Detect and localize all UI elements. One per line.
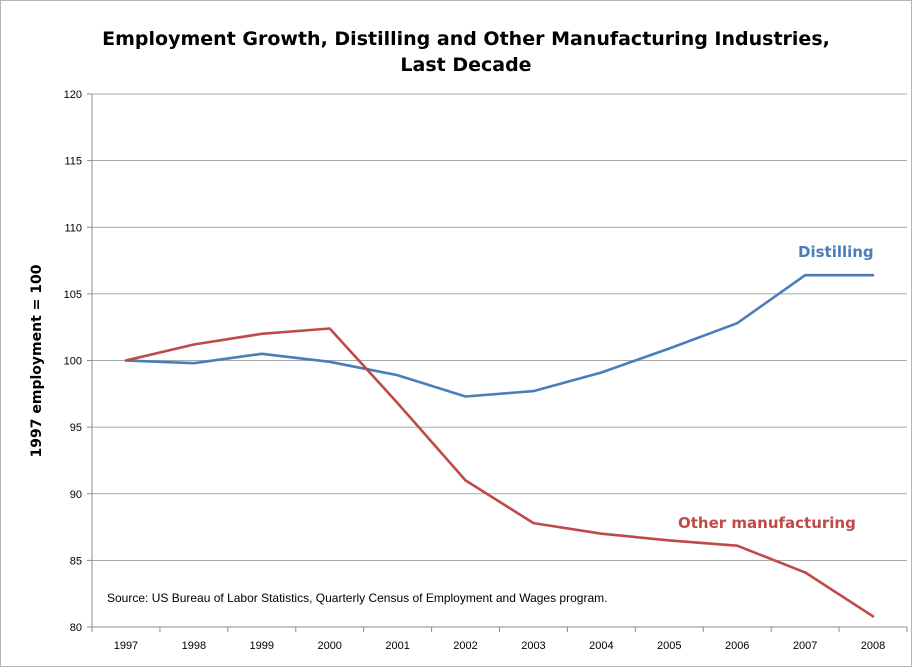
x-tick-label: 1998 <box>182 640 206 652</box>
data-point-other-manufacturing <box>532 521 535 525</box>
y-tick-label: 120 <box>64 89 82 101</box>
y-tick-label: 85 <box>70 555 82 567</box>
x-tick-label: 2006 <box>725 640 749 652</box>
series-label-distilling: Distilling <box>798 243 874 261</box>
data-point-distilling <box>464 395 467 398</box>
series-line-other-manufacturing <box>124 327 875 618</box>
data-point-other-manufacturing <box>871 615 875 618</box>
data-point-other-manufacturing <box>124 359 128 362</box>
y-tick-label: 115 <box>64 156 82 168</box>
series-line-distilling <box>124 273 875 398</box>
data-point-other-manufacturing <box>736 544 739 547</box>
y-tick-label: 80 <box>70 622 82 634</box>
data-point-other-manufacturing <box>600 532 603 535</box>
x-tick-label: 2004 <box>589 640 613 652</box>
chart-title-line-2: Last Decade <box>400 54 531 76</box>
data-point-other-manufacturing <box>192 343 196 346</box>
y-tick-label: 110 <box>64 222 82 234</box>
x-tick-label: 2001 <box>385 640 409 652</box>
data-point-distilling <box>532 389 535 393</box>
x-tick-label: 2005 <box>657 640 681 652</box>
x-tick-label: 2002 <box>453 640 477 652</box>
series-label-other-manufacturing: Other manufacturing <box>678 514 856 532</box>
x-tick-label: 1999 <box>250 640 274 652</box>
x-tick-label: 2000 <box>317 640 341 652</box>
y-tick-label: 95 <box>70 422 82 434</box>
x-tick-label: 2007 <box>793 640 817 652</box>
data-point-distilling <box>668 347 671 350</box>
chart-title-line-1: Employment Growth, Distilling and Other … <box>102 28 830 50</box>
data-point-other-manufacturing <box>396 401 399 405</box>
y-tick-label: 105 <box>64 289 82 301</box>
data-point-distilling <box>871 274 875 277</box>
text-layer: Employment Growth, Distilling and Other … <box>29 28 874 605</box>
source-annotation: Source: US Bureau of Labor Statistics, Q… <box>107 591 607 605</box>
data-point-distilling <box>600 371 603 374</box>
y-tick-label: 90 <box>70 489 82 501</box>
grid-layer <box>92 93 907 561</box>
y-axis-label: 1997 employment = 100 <box>29 264 45 457</box>
x-tick-label: 2008 <box>861 640 885 652</box>
data-point-distilling <box>260 352 263 356</box>
data-point-distilling <box>396 373 399 377</box>
data-point-other-manufacturing <box>328 327 331 330</box>
data-point-other-manufacturing <box>668 539 671 542</box>
data-point-distilling <box>192 361 196 365</box>
x-tick-label: 2003 <box>521 640 545 652</box>
x-tick-label: 1997 <box>114 640 138 652</box>
y-tick-label: 100 <box>64 356 82 368</box>
data-point-other-manufacturing <box>260 332 263 336</box>
series-layer <box>124 273 875 618</box>
data-point-other-manufacturing <box>803 571 807 574</box>
data-point-other-manufacturing <box>464 479 467 482</box>
data-point-distilling <box>328 360 331 364</box>
axis-layer: 80 85 90 95 100 105 110 115 120 1997 1998 1999 2000 2… <box>64 89 908 652</box>
data-point-distilling <box>736 321 739 325</box>
data-point-distilling <box>803 274 807 277</box>
